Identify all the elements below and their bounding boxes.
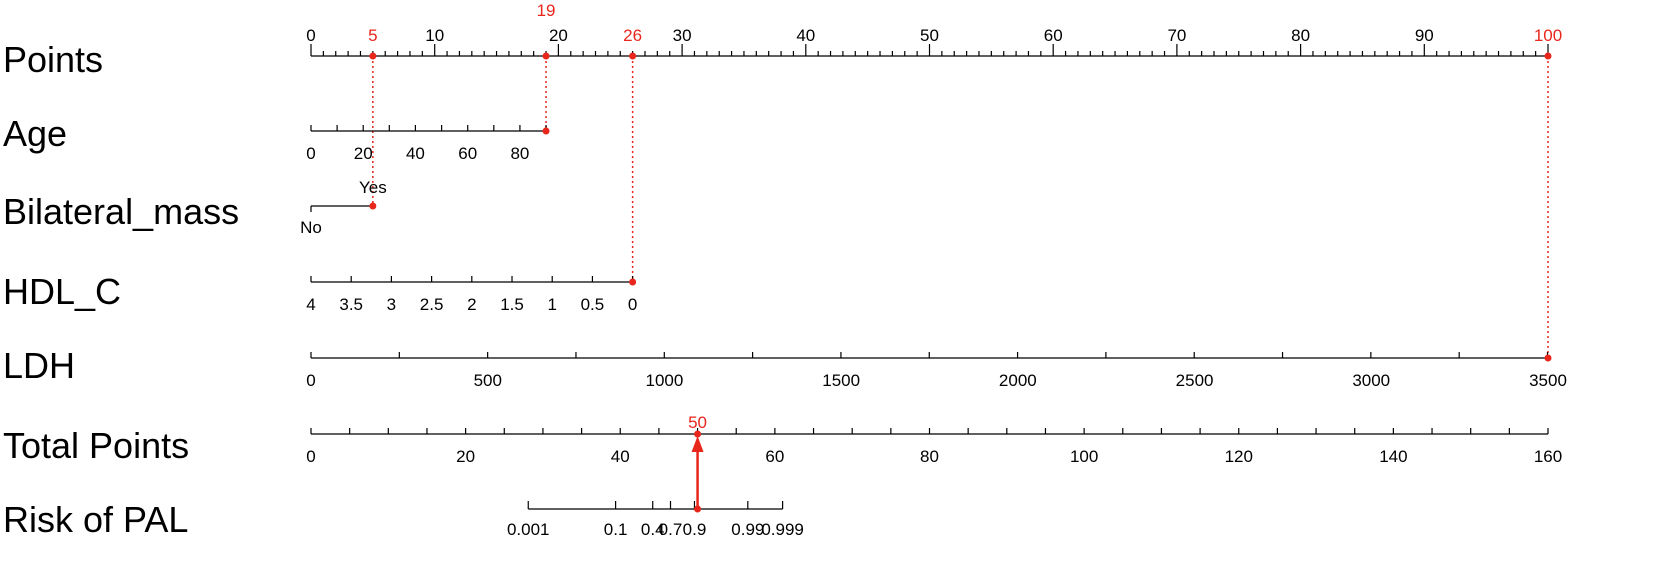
risk-tick-label: 0.001 bbox=[507, 520, 550, 539]
age-tick-label: 60 bbox=[458, 144, 477, 163]
hdl-c-tick-label: 1 bbox=[547, 295, 556, 314]
risk-tick-label: 0.1 bbox=[604, 520, 628, 539]
points-highlight-19-dot bbox=[542, 52, 550, 60]
points-tick-label: 60 bbox=[1044, 26, 1063, 45]
hdl-c-tick-label: 0 bbox=[628, 295, 637, 314]
bilateral-mass-selected-dot bbox=[369, 202, 377, 210]
hdl-c-tick-label: 2 bbox=[467, 295, 476, 314]
total-points-row-label: Total Points bbox=[3, 425, 189, 466]
points-highlight-100-dot bbox=[1544, 52, 1552, 60]
points-tick-label: 30 bbox=[673, 26, 692, 45]
total-points-tick-label: 20 bbox=[456, 447, 475, 466]
hdl-c-selected-dot bbox=[629, 278, 637, 286]
total-points-highlight-label: 50 bbox=[688, 413, 707, 432]
points-tick-label: 40 bbox=[796, 26, 815, 45]
total-points-tick-label: 0 bbox=[306, 447, 315, 466]
hdl-c-row-label: HDL_C bbox=[3, 271, 121, 312]
points-highlight-26-dot bbox=[629, 52, 637, 60]
total-points-tick-label: 120 bbox=[1225, 447, 1253, 466]
ldh-tick-label: 2000 bbox=[999, 371, 1037, 390]
ldh-tick-label: 1500 bbox=[822, 371, 860, 390]
points-tick-label: 0 bbox=[306, 26, 315, 45]
age-selected-dot bbox=[542, 127, 550, 135]
risk-arrow-head bbox=[691, 436, 704, 452]
bilateral-mass-yes-label: Yes bbox=[359, 178, 387, 197]
points-row-label: Points bbox=[3, 39, 103, 80]
ldh-selected-dot bbox=[1544, 354, 1552, 362]
total-points-tick-label: 140 bbox=[1379, 447, 1407, 466]
hdl-c-tick-label: 2.5 bbox=[420, 295, 444, 314]
ldh-tick-label: 3000 bbox=[1352, 371, 1390, 390]
points-tick-label: 70 bbox=[1167, 26, 1186, 45]
ldh-tick-label: 1000 bbox=[645, 371, 683, 390]
ldh-row-label: LDH bbox=[3, 345, 75, 386]
ldh-tick-label: 0 bbox=[306, 371, 315, 390]
risk-tick-label: 0.999 bbox=[761, 520, 804, 539]
ldh-tick-label: 500 bbox=[474, 371, 502, 390]
points-highlight-19-label: 19 bbox=[537, 1, 556, 20]
points-highlight-100-label: 100 bbox=[1534, 26, 1562, 45]
hdl-c-tick-label: 3.5 bbox=[339, 295, 363, 314]
bilateral-mass-no-label: No bbox=[300, 218, 322, 237]
points-tick-label: 10 bbox=[425, 26, 444, 45]
age-tick-label: 40 bbox=[406, 144, 425, 163]
hdl-c-tick-label: 4 bbox=[306, 295, 315, 314]
total-points-tick-label: 100 bbox=[1070, 447, 1098, 466]
hdl-c-tick-label: 3 bbox=[387, 295, 396, 314]
points-tick-label: 80 bbox=[1291, 26, 1310, 45]
total-points-tick-label: 60 bbox=[765, 447, 784, 466]
points-tick-label: 20 bbox=[549, 26, 568, 45]
ldh-tick-label: 3500 bbox=[1529, 371, 1567, 390]
hdl-c-tick-label: 1.5 bbox=[500, 295, 524, 314]
ldh-tick-label: 2500 bbox=[1176, 371, 1214, 390]
age-tick-label: 80 bbox=[510, 144, 529, 163]
total-points-highlight-dot bbox=[694, 430, 702, 438]
risk-tick-label: 0.9 bbox=[683, 520, 707, 539]
bilateral-mass-row-label: Bilateral_mass bbox=[3, 191, 239, 232]
risk-tick-label: 0.7 bbox=[659, 520, 683, 539]
risk-tick-label: 0.99 bbox=[731, 520, 764, 539]
total-points-tick-label: 160 bbox=[1534, 447, 1562, 466]
points-highlight-26-label: 26 bbox=[623, 26, 642, 45]
points-tick-label: 50 bbox=[920, 26, 939, 45]
age-row-label: Age bbox=[3, 113, 67, 154]
risk-of-pal-row-label: Risk of PAL bbox=[3, 499, 188, 540]
total-points-tick-label: 80 bbox=[920, 447, 939, 466]
age-tick-label: 20 bbox=[354, 144, 373, 163]
total-points-tick-label: 40 bbox=[611, 447, 630, 466]
points-tick-label: 90 bbox=[1415, 26, 1434, 45]
hdl-c-tick-label: 0.5 bbox=[581, 295, 605, 314]
points-highlight-5-dot bbox=[369, 52, 377, 60]
points-highlight-5-label: 5 bbox=[368, 26, 377, 45]
age-tick-label: 0 bbox=[306, 144, 315, 163]
risk-tick-label: 0.4 bbox=[641, 520, 665, 539]
